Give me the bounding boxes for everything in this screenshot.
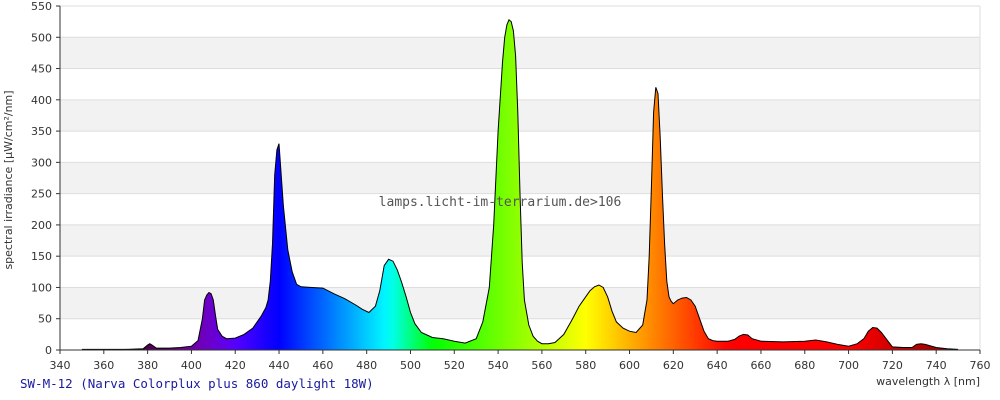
y-tick-label: 0 [45, 344, 52, 357]
y-tick-label: 550 [31, 0, 52, 13]
y-tick-label: 450 [31, 63, 52, 76]
x-tick-label: 360 [93, 359, 114, 372]
x-tick-label: 420 [225, 359, 246, 372]
x-tick-label: 720 [882, 359, 903, 372]
x-axis-label: wavelength λ [nm] [876, 375, 980, 388]
x-tick-label: 500 [400, 359, 421, 372]
x-tick-label: 680 [794, 359, 815, 372]
x-tick-label: 340 [50, 359, 71, 372]
watermark-text: lamps.licht-im-terrarium.de>106 [379, 195, 622, 210]
spectrum-area [81, 18, 959, 351]
background-band [60, 37, 980, 69]
x-tick-label: 460 [312, 359, 333, 372]
y-tick-label: 500 [31, 31, 52, 44]
x-tick-label: 380 [137, 359, 158, 372]
x-tick-label: 540 [488, 359, 509, 372]
y-tick-label: 100 [31, 281, 52, 294]
axes [59, 6, 980, 351]
y-tick-labels: 0 50 100 150 200 250 300 350 400 450 500 550 [31, 0, 60, 357]
x-tick-label: 560 [531, 359, 552, 372]
x-tick-label: 480 [356, 359, 377, 372]
x-tick-label: 520 [444, 359, 465, 372]
x-tick-label: 620 [663, 359, 684, 372]
background-band [60, 99, 980, 132]
x-tick-labels: 340 360 380 400 420 440 460 480 500 520 540 560 580 6… [50, 350, 991, 372]
y-tick-label: 200 [31, 219, 52, 232]
x-tick-label: 660 [750, 359, 771, 372]
y-tick-label: 150 [31, 250, 52, 263]
y-tick-label: 300 [31, 156, 52, 169]
y-tick-label: 250 [31, 188, 52, 201]
spectrum-fill [81, 19, 959, 351]
x-tick-label: 740 [926, 359, 947, 372]
y-tick-label: 50 [38, 313, 52, 326]
y-tick-label: 350 [31, 125, 52, 138]
y-tick-label: 400 [31, 94, 52, 107]
spectrum-outline [81, 18, 959, 350]
x-tick-label: 700 [838, 359, 859, 372]
x-tick-label: 600 [619, 359, 640, 372]
x-tick-label: 400 [181, 359, 202, 372]
x-tick-label: 760 [970, 359, 991, 372]
y-axis-label: spectral irradiance [µW/cm²/nm] [2, 90, 15, 269]
x-tick-label: 640 [707, 359, 728, 372]
x-tick-label: 440 [269, 359, 290, 372]
chart-caption: SW-M-12 (Narva Colorplux plus 860 daylig… [20, 376, 374, 391]
x-tick-label: 580 [575, 359, 596, 372]
